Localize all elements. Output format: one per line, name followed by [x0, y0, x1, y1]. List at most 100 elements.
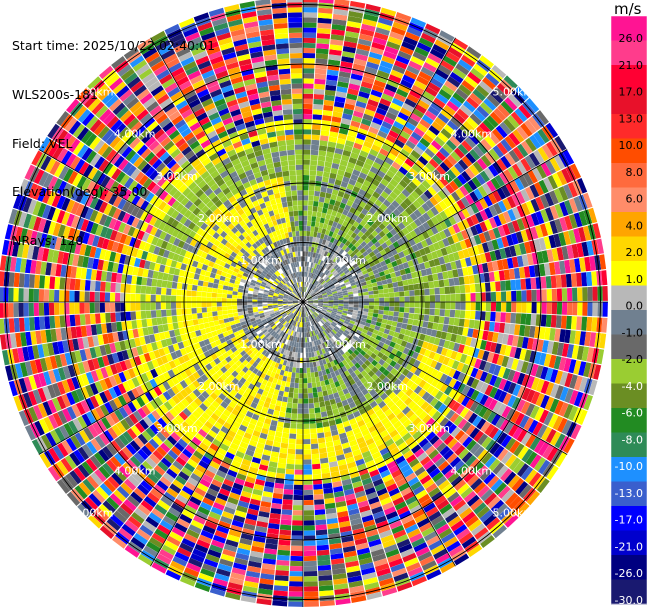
gate: [448, 317, 455, 326]
gate: [242, 299, 248, 302]
gate: [295, 372, 300, 378]
gate: [376, 567, 391, 577]
gate: [344, 425, 353, 433]
gate: [69, 314, 76, 327]
gate: [186, 284, 193, 291]
gate: [78, 482, 92, 496]
gate: [306, 357, 310, 363]
gate: [209, 544, 223, 554]
gate: [516, 359, 524, 372]
gate: [256, 442, 265, 450]
gate: [479, 371, 488, 382]
gate: [370, 320, 377, 326]
gate: [583, 362, 592, 378]
gate: [191, 308, 197, 314]
gate: [162, 371, 171, 381]
gate: [328, 304, 334, 307]
gate: [367, 442, 377, 451]
gate: [276, 335, 281, 341]
gate: [407, 500, 420, 510]
gate: [331, 558, 345, 565]
gate: [205, 433, 215, 443]
gate: [303, 530, 316, 536]
gate: [378, 400, 387, 409]
gate: [95, 324, 103, 335]
gate: [260, 316, 266, 321]
gate: [131, 388, 141, 399]
gate: [248, 560, 262, 568]
gate: [257, 297, 263, 300]
gate: [171, 385, 180, 395]
gate: [113, 385, 122, 397]
gate: [209, 236, 217, 244]
gate: [311, 377, 316, 383]
gate: [382, 501, 394, 511]
gate: [484, 341, 492, 352]
gate: [144, 381, 154, 391]
gate: [361, 450, 372, 459]
gate: [52, 250, 60, 263]
gate: [293, 304, 299, 307]
gate: [461, 536, 477, 549]
gate: [303, 408, 309, 414]
gate: [96, 172, 107, 186]
gate: [156, 431, 167, 443]
gate: [37, 387, 47, 403]
gate: [278, 336, 283, 342]
gate: [34, 359, 43, 373]
gate: [303, 515, 315, 521]
gate: [270, 286, 276, 290]
gate: [567, 302, 573, 316]
gate: [90, 183, 101, 196]
gate: [121, 446, 133, 459]
gate: [208, 368, 217, 376]
gate: [146, 343, 154, 353]
gate: [326, 327, 332, 332]
gate: [303, 378, 308, 384]
gate: [421, 526, 436, 537]
gate: [49, 160, 61, 176]
gate: [217, 265, 224, 271]
gate: [407, 566, 423, 577]
gate: [264, 324, 271, 329]
gate: [386, 334, 394, 341]
gate: [561, 302, 568, 315]
gate: [414, 407, 424, 417]
gate: [300, 306, 302, 312]
gate: [376, 460, 386, 469]
gate: [256, 420, 264, 428]
gate: [307, 326, 310, 332]
gate: [50, 263, 57, 276]
gate: [246, 376, 254, 383]
gate: [187, 477, 199, 487]
gate: [244, 347, 251, 353]
gate: [100, 367, 109, 379]
gate: [548, 413, 559, 428]
gate: [217, 310, 223, 316]
gate: [460, 487, 473, 499]
gate: [193, 233, 201, 241]
gate: [330, 553, 344, 560]
gate: [197, 313, 203, 319]
gate: [177, 401, 186, 411]
ray-27: [303, 307, 351, 606]
gate: [389, 464, 400, 474]
gate: [477, 433, 488, 446]
gate: [365, 420, 375, 429]
gate: [283, 295, 289, 299]
gate: [291, 525, 303, 531]
gate: [315, 529, 328, 536]
gate: [47, 466, 61, 482]
gate: [438, 528, 453, 540]
gate: [469, 310, 476, 320]
gate: [306, 367, 311, 373]
gate: [401, 323, 408, 330]
gate: [278, 305, 284, 308]
gate: [153, 198, 163, 208]
gate: [421, 327, 428, 335]
gate: [42, 219, 52, 234]
gate: [232, 291, 238, 296]
gate: [173, 498, 187, 509]
gate: [88, 514, 103, 529]
gate: [267, 280, 274, 285]
